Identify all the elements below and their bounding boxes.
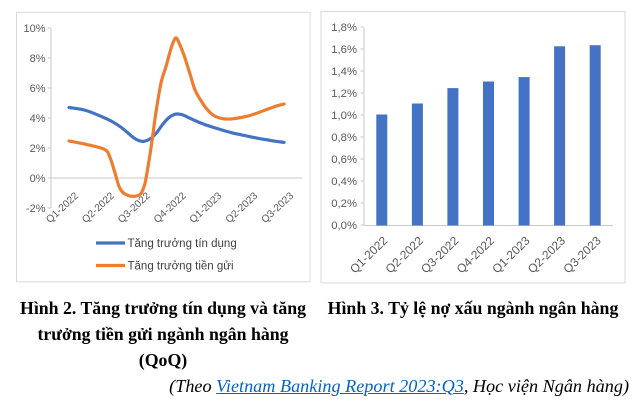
svg-text:6%: 6% [30,83,46,95]
svg-text:0,6%: 0,6% [331,154,357,166]
svg-text:0,4%: 0,4% [331,176,357,188]
svg-text:Tăng trưởng tín dụng: Tăng trưởng tín dụng [128,238,237,250]
svg-text:0,2%: 0,2% [331,198,357,210]
svg-text:-2%: -2% [26,203,46,215]
svg-text:8%: 8% [30,53,46,65]
svg-text:10%: 10% [23,23,45,35]
svg-text:1,8%: 1,8% [331,22,357,34]
svg-text:1,0%: 1,0% [331,110,357,122]
svg-text:1,4%: 1,4% [331,66,357,78]
svg-text:1,2%: 1,2% [331,88,357,100]
svg-text:0,8%: 0,8% [331,132,357,144]
svg-text:4%: 4% [30,113,46,125]
svg-text:1,6%: 1,6% [331,44,357,56]
svg-text:0,0%: 0,0% [331,220,357,232]
svg-text:2%: 2% [30,143,46,155]
svg-text:0%: 0% [30,173,46,185]
svg-text:Tăng trưởng tiền gửi: Tăng trưởng tiền gửi [128,261,234,273]
